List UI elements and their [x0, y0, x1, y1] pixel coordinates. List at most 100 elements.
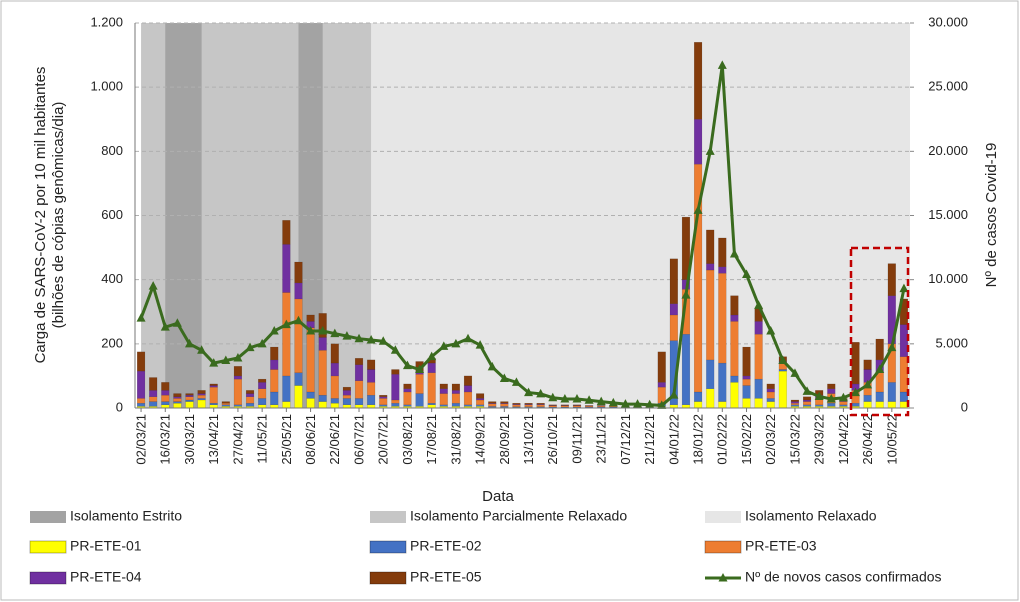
y-tick-label: 1.200 — [90, 14, 123, 29]
x-tick-label: 02/03/21 — [133, 414, 148, 465]
line-marker — [620, 399, 630, 408]
bar-segment — [887, 382, 896, 402]
bar-segment — [681, 216, 691, 280]
line-marker — [657, 400, 667, 409]
bar-segment — [451, 393, 460, 404]
bar-segment — [778, 370, 787, 409]
y2-tick-label: 30.000 — [928, 14, 968, 29]
bar-segment — [245, 396, 255, 404]
line-marker — [790, 368, 800, 377]
bar-segment — [354, 358, 364, 365]
x-tick-label: 16/03/21 — [158, 414, 173, 465]
x-tick-label: 12/04/22 — [836, 414, 851, 465]
bar-segment — [536, 402, 545, 405]
line-marker — [584, 395, 594, 404]
bar-segment — [706, 229, 715, 264]
bar-segment — [548, 404, 557, 406]
line-marker — [463, 333, 473, 343]
line-marker — [487, 361, 497, 371]
line-marker — [342, 331, 352, 340]
bar-segment — [730, 314, 739, 322]
x-tick-label: 14/09/21 — [473, 414, 488, 465]
x-tick-label: 07/12/21 — [618, 414, 633, 465]
bar-segment — [306, 314, 315, 322]
legend-label: PR-ETE-01 — [70, 538, 142, 554]
bar-segment — [282, 220, 291, 245]
bar-segment — [173, 402, 182, 409]
bar-segment — [694, 42, 703, 120]
bar-segment — [197, 394, 206, 399]
bar-segment — [342, 394, 351, 399]
bar-segment — [500, 403, 509, 407]
bar-segment — [379, 398, 388, 405]
bar-segment — [245, 393, 255, 397]
bar-segment — [766, 388, 775, 393]
line-marker — [705, 146, 715, 155]
bar-segment — [403, 404, 412, 407]
bar-segment — [136, 398, 146, 404]
line — [139, 65, 906, 407]
bar-segment — [173, 401, 182, 404]
bar-segment — [161, 382, 170, 391]
bar-segment — [718, 273, 727, 364]
bar-segment — [790, 404, 800, 407]
bar-segment — [379, 396, 388, 399]
bar-segment — [367, 382, 376, 396]
line-marker — [136, 313, 146, 322]
line-marker — [233, 352, 243, 362]
bar-segment — [669, 303, 678, 316]
bar-segment — [500, 401, 509, 404]
bar-segment — [161, 394, 170, 402]
bar-segment — [451, 390, 460, 394]
bar-segment — [221, 402, 230, 405]
bar-segment — [427, 402, 436, 405]
y-tick-label: 800 — [101, 143, 123, 158]
line-marker — [269, 326, 279, 335]
bar-segment — [391, 402, 400, 407]
bar-segment — [536, 404, 545, 407]
bar-segment — [197, 393, 206, 396]
bar-segment — [694, 401, 703, 409]
bar-segment — [669, 314, 678, 341]
x-tick-label: 23/11/21 — [594, 414, 609, 464]
legend-swatch — [29, 571, 67, 585]
bar-segment — [657, 351, 666, 383]
highlight-box — [849, 246, 910, 417]
bar-segment — [185, 396, 194, 401]
bar-segment — [209, 402, 218, 405]
x-tick-label: 10/05/22 — [884, 414, 899, 465]
x-tick-label: 03/08/21 — [400, 414, 415, 465]
bar-segment — [463, 385, 473, 393]
y2-tick-label: 0 — [961, 399, 968, 414]
bar-segment — [306, 398, 315, 409]
line-marker — [645, 399, 655, 409]
y-tick-label: 400 — [101, 271, 123, 286]
bar-segment — [706, 388, 715, 409]
legend-label: Isolamento Estrito — [70, 508, 182, 524]
bar-segment — [694, 119, 703, 165]
bar-segment — [282, 244, 291, 293]
bar-segment — [863, 359, 872, 370]
bar-segment — [790, 402, 800, 405]
line-marker — [596, 396, 606, 406]
bar-segment — [342, 390, 351, 396]
line-marker — [524, 387, 534, 397]
bar-segment — [258, 382, 267, 389]
x-tick-label: 30/03/21 — [182, 414, 197, 465]
bar-segment — [149, 396, 158, 402]
bar-segment — [802, 401, 812, 405]
bar-segment — [136, 370, 146, 399]
bar-segment — [391, 374, 400, 401]
line-marker — [221, 355, 231, 365]
bar-segment — [415, 393, 424, 407]
x-tick-label: 21/12/21 — [642, 414, 657, 465]
bar-segment — [149, 390, 158, 397]
line-marker — [633, 399, 643, 408]
bar-segment — [766, 391, 775, 399]
x-tick-label: 13/04/21 — [206, 414, 221, 465]
bar-segment — [379, 394, 388, 397]
y2-tick-label: 25.000 — [928, 79, 968, 94]
bar-segment — [742, 375, 751, 380]
line-marker — [511, 377, 521, 386]
line-marker — [754, 300, 764, 309]
